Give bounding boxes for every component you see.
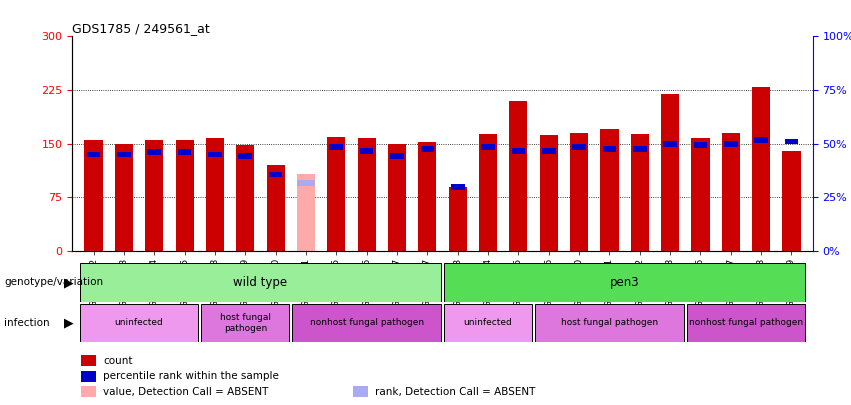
Bar bbox=[481, 145, 495, 150]
Bar bbox=[542, 148, 556, 154]
Bar bbox=[752, 87, 770, 251]
Text: percentile rank within the sample: percentile rank within the sample bbox=[103, 371, 279, 381]
Bar bbox=[479, 134, 497, 251]
Text: ▶: ▶ bbox=[64, 316, 73, 330]
Bar bbox=[633, 146, 647, 151]
Bar bbox=[329, 145, 343, 150]
Text: infection: infection bbox=[4, 318, 50, 328]
Text: value, Detection Call = ABSENT: value, Detection Call = ABSENT bbox=[103, 386, 268, 396]
Text: ▶: ▶ bbox=[64, 276, 73, 289]
Bar bbox=[175, 140, 194, 251]
Bar bbox=[691, 138, 710, 251]
Bar bbox=[420, 146, 434, 151]
Bar bbox=[724, 141, 738, 147]
Bar bbox=[178, 149, 191, 155]
Text: host fungal pathogen: host fungal pathogen bbox=[561, 318, 658, 328]
Bar bbox=[147, 149, 161, 155]
Bar bbox=[357, 138, 376, 251]
Bar bbox=[388, 144, 406, 251]
Bar bbox=[297, 180, 315, 186]
Text: GDS1785 / 249561_at: GDS1785 / 249561_at bbox=[72, 22, 210, 35]
Text: host fungal
pathogen: host fungal pathogen bbox=[220, 313, 271, 333]
Text: uninfected: uninfected bbox=[115, 318, 163, 328]
Text: nonhost fungal pathogen: nonhost fungal pathogen bbox=[310, 318, 424, 328]
FancyBboxPatch shape bbox=[293, 304, 441, 342]
Text: wild type: wild type bbox=[233, 276, 288, 289]
Bar bbox=[603, 146, 616, 151]
Bar bbox=[511, 148, 525, 154]
FancyBboxPatch shape bbox=[80, 263, 441, 302]
Bar bbox=[328, 136, 346, 251]
FancyBboxPatch shape bbox=[535, 304, 683, 342]
Bar bbox=[694, 142, 707, 148]
Bar bbox=[572, 145, 585, 150]
Bar bbox=[782, 151, 801, 251]
FancyBboxPatch shape bbox=[202, 304, 289, 342]
Text: rank, Detection Call = ABSENT: rank, Detection Call = ABSENT bbox=[375, 386, 535, 396]
Bar bbox=[208, 151, 222, 158]
Bar bbox=[84, 140, 103, 251]
Bar bbox=[269, 172, 283, 177]
Bar bbox=[448, 187, 467, 251]
FancyBboxPatch shape bbox=[444, 304, 532, 342]
Bar bbox=[540, 135, 557, 251]
Bar bbox=[570, 133, 588, 251]
Bar bbox=[754, 137, 768, 143]
FancyBboxPatch shape bbox=[687, 304, 805, 342]
Bar bbox=[146, 140, 163, 251]
Text: nonhost fungal pathogen: nonhost fungal pathogen bbox=[689, 318, 803, 328]
Bar bbox=[117, 151, 131, 158]
Bar bbox=[661, 94, 679, 251]
Bar bbox=[238, 153, 252, 159]
Text: count: count bbox=[103, 356, 133, 366]
Bar bbox=[663, 141, 677, 147]
FancyBboxPatch shape bbox=[80, 304, 198, 342]
Bar bbox=[418, 142, 437, 251]
Bar bbox=[390, 153, 404, 159]
Bar bbox=[237, 145, 254, 251]
Text: uninfected: uninfected bbox=[464, 318, 512, 328]
FancyBboxPatch shape bbox=[444, 263, 805, 302]
Text: genotype/variation: genotype/variation bbox=[4, 277, 103, 288]
Bar bbox=[206, 138, 224, 251]
Bar bbox=[785, 139, 798, 145]
Bar bbox=[722, 133, 740, 251]
Bar bbox=[631, 134, 648, 251]
Text: pen3: pen3 bbox=[610, 276, 639, 289]
Bar bbox=[297, 174, 315, 251]
Bar bbox=[509, 101, 528, 251]
Bar bbox=[266, 165, 285, 251]
Bar bbox=[600, 130, 619, 251]
Bar bbox=[360, 148, 374, 154]
Bar bbox=[451, 184, 465, 190]
Bar bbox=[87, 151, 100, 158]
Bar bbox=[115, 144, 133, 251]
